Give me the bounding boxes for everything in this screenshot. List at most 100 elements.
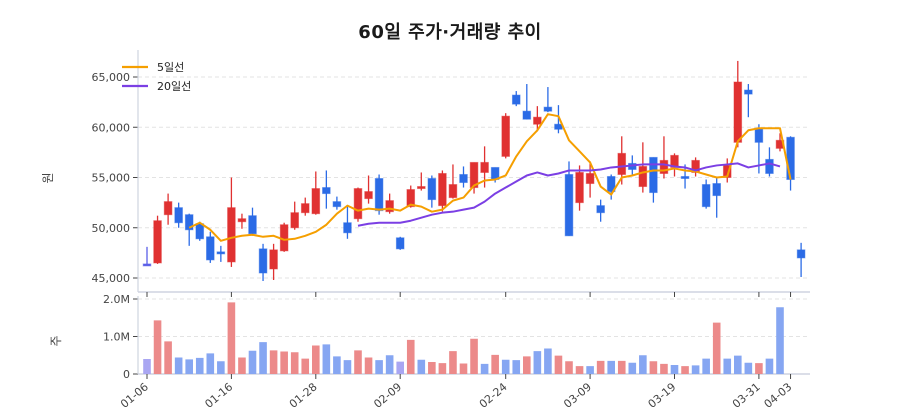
candle: [744, 84, 753, 118]
ma20-line: [357, 162, 781, 227]
candle-body: [322, 187, 331, 195]
legend-ma20-label: 20일선: [157, 79, 191, 93]
volume-tick-label: 2.0M: [103, 293, 130, 306]
volume-bar: [459, 363, 468, 374]
candle-body: [585, 172, 595, 185]
volume-bars: [143, 302, 784, 374]
candle: [279, 222, 289, 252]
candle-body: [469, 161, 479, 189]
candle: [469, 161, 479, 194]
candle: [712, 177, 722, 218]
candle-body: [427, 178, 437, 201]
volume-bar: [755, 363, 763, 374]
candle: [575, 165, 584, 211]
volume-bar: [660, 363, 668, 374]
candle-body: [406, 189, 416, 208]
volume-bar: [554, 355, 563, 374]
price-tick-label: 60,000: [92, 121, 131, 134]
moving-average-lines: [188, 113, 792, 242]
candle-body: [511, 94, 521, 105]
candle-body: [765, 158, 774, 174]
volume-bar: [375, 360, 383, 374]
candle-body: [659, 159, 669, 174]
price-tick-label: 55,000: [92, 172, 131, 185]
candle-body: [438, 172, 447, 207]
volume-axis-title: 주: [49, 335, 63, 346]
candle-body: [533, 116, 542, 125]
candle-body: [300, 203, 310, 214]
candle: [332, 196, 342, 210]
candle: [374, 174, 384, 215]
price-tick-label: 50,000: [92, 222, 131, 235]
volume-bar: [617, 360, 626, 374]
volume-bar: [206, 353, 215, 374]
volume-bar: [702, 358, 710, 374]
candle-body: [680, 175, 690, 179]
candle-body: [142, 263, 152, 267]
candle-body: [480, 161, 489, 173]
candle-body: [638, 165, 648, 188]
candle-body: [501, 115, 510, 157]
candle: [427, 175, 437, 208]
candle: [438, 170, 447, 212]
candle-body: [227, 207, 236, 263]
volume-bar: [639, 355, 647, 374]
volume-bar: [734, 355, 742, 374]
candle-body: [417, 186, 426, 190]
candle: [322, 170, 331, 209]
x-tick-label: 01-16: [202, 380, 235, 411]
volume-bar: [533, 351, 542, 374]
candle-body: [216, 251, 226, 255]
ma5-line: [188, 113, 792, 242]
x-tick-label: 01-06: [118, 380, 151, 411]
candle-body: [554, 123, 563, 130]
candle-body: [596, 205, 605, 214]
candle: [596, 199, 605, 222]
candle: [227, 177, 236, 267]
candle-body: [374, 178, 384, 212]
candle-body: [564, 173, 574, 237]
candle-body: [184, 214, 194, 231]
volume-bar: [512, 360, 521, 374]
volume-bar: [333, 356, 341, 374]
candle: [522, 84, 532, 120]
candle: [417, 172, 426, 191]
volume-bar: [449, 351, 457, 374]
candle: [606, 174, 616, 200]
candle-body: [343, 222, 352, 234]
volume-tick-label: 0: [123, 368, 130, 381]
volume-bar: [364, 357, 373, 374]
volume-bar: [301, 358, 310, 374]
candle: [163, 193, 173, 225]
volume-bar: [227, 302, 236, 374]
candle: [290, 201, 299, 230]
candle: [174, 202, 183, 228]
volume-bar: [575, 366, 584, 374]
candle-body: [459, 173, 468, 184]
volume-bar: [491, 354, 499, 374]
candle: [459, 166, 468, 188]
volume-bar: [438, 363, 447, 374]
candle-body: [153, 220, 162, 264]
x-tick-label: 02-24: [477, 380, 510, 411]
volume-bar: [312, 345, 320, 374]
volume-bar: [628, 362, 637, 374]
chart-title: 60일 주가·거래량 추이: [358, 22, 542, 43]
candle-body: [786, 136, 795, 181]
candle-body: [248, 215, 257, 235]
volume-bar: [681, 366, 689, 374]
candle-body: [163, 201, 173, 216]
volume-bar: [712, 322, 721, 374]
candle: [142, 246, 152, 267]
candle: [153, 215, 162, 264]
candle-body: [744, 89, 753, 95]
legend: 5일선 20일선: [122, 60, 191, 93]
candle: [659, 136, 669, 179]
volume-bar: [406, 339, 415, 374]
candle: [248, 207, 257, 236]
volume-bar: [153, 320, 162, 374]
x-tick-label: 01-28: [287, 380, 320, 411]
volume-bar: [544, 348, 552, 374]
candle-body: [733, 81, 743, 143]
volume-bar: [322, 344, 331, 374]
